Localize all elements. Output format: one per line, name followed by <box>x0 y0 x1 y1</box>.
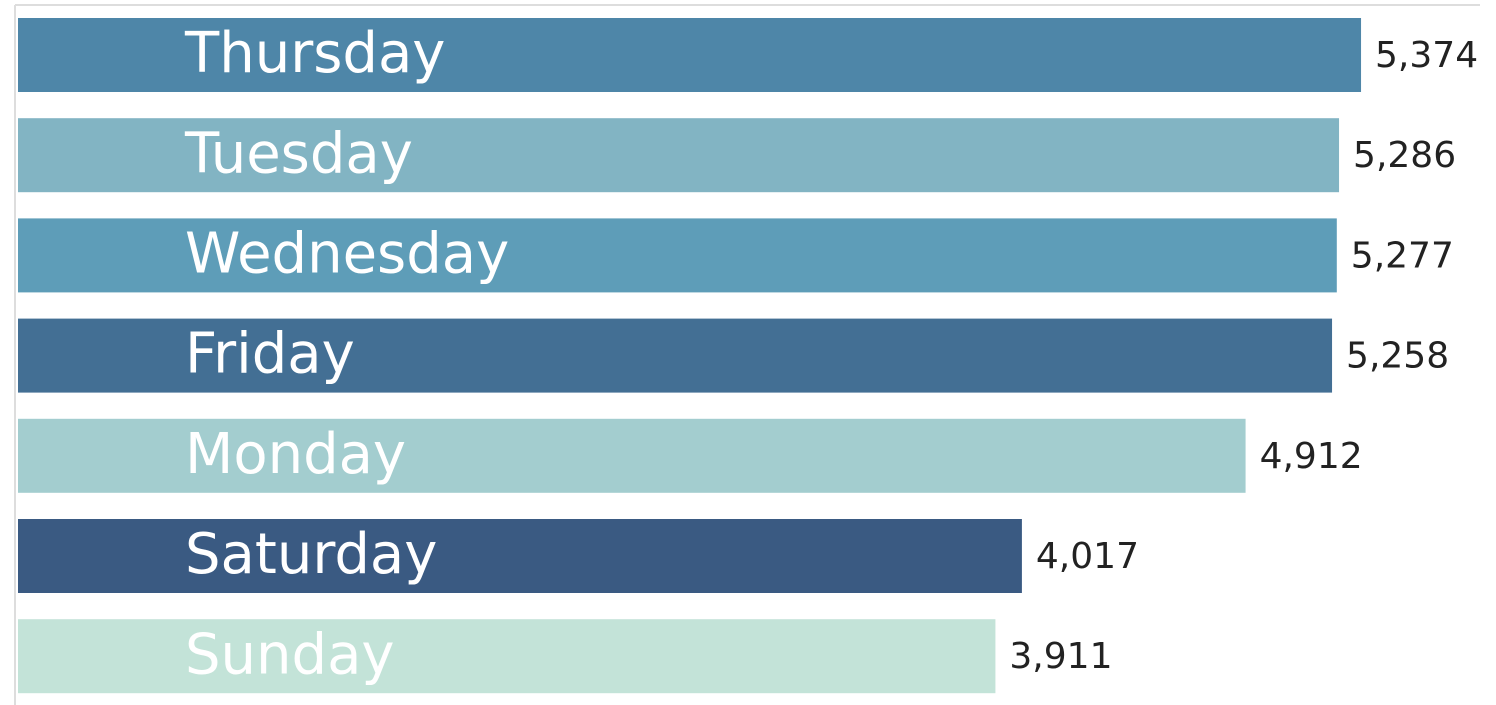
value-label: 4,017 <box>1036 536 1139 577</box>
value-label: 3,911 <box>1009 636 1112 677</box>
bar <box>18 619 996 694</box>
value-label: 4,912 <box>1260 436 1363 477</box>
category-label: Saturday <box>185 522 437 587</box>
category-label: Sunday <box>185 622 395 687</box>
bar <box>18 218 1337 293</box>
category-label: Monday <box>185 422 406 487</box>
value-label: 5,277 <box>1351 235 1454 276</box>
bar <box>18 418 1246 493</box>
category-label: Wednesday <box>185 222 509 287</box>
value-label: 5,286 <box>1353 135 1456 176</box>
value-label: 5,258 <box>1346 336 1449 377</box>
bar <box>18 519 1022 593</box>
category-label: Thursday <box>184 21 445 86</box>
value-label: 5,374 <box>1375 35 1478 76</box>
bar <box>18 318 1333 393</box>
category-label: Tuesday <box>184 121 413 186</box>
bar <box>18 118 1340 193</box>
bar <box>18 18 1362 92</box>
category-label: Friday <box>185 322 355 387</box>
